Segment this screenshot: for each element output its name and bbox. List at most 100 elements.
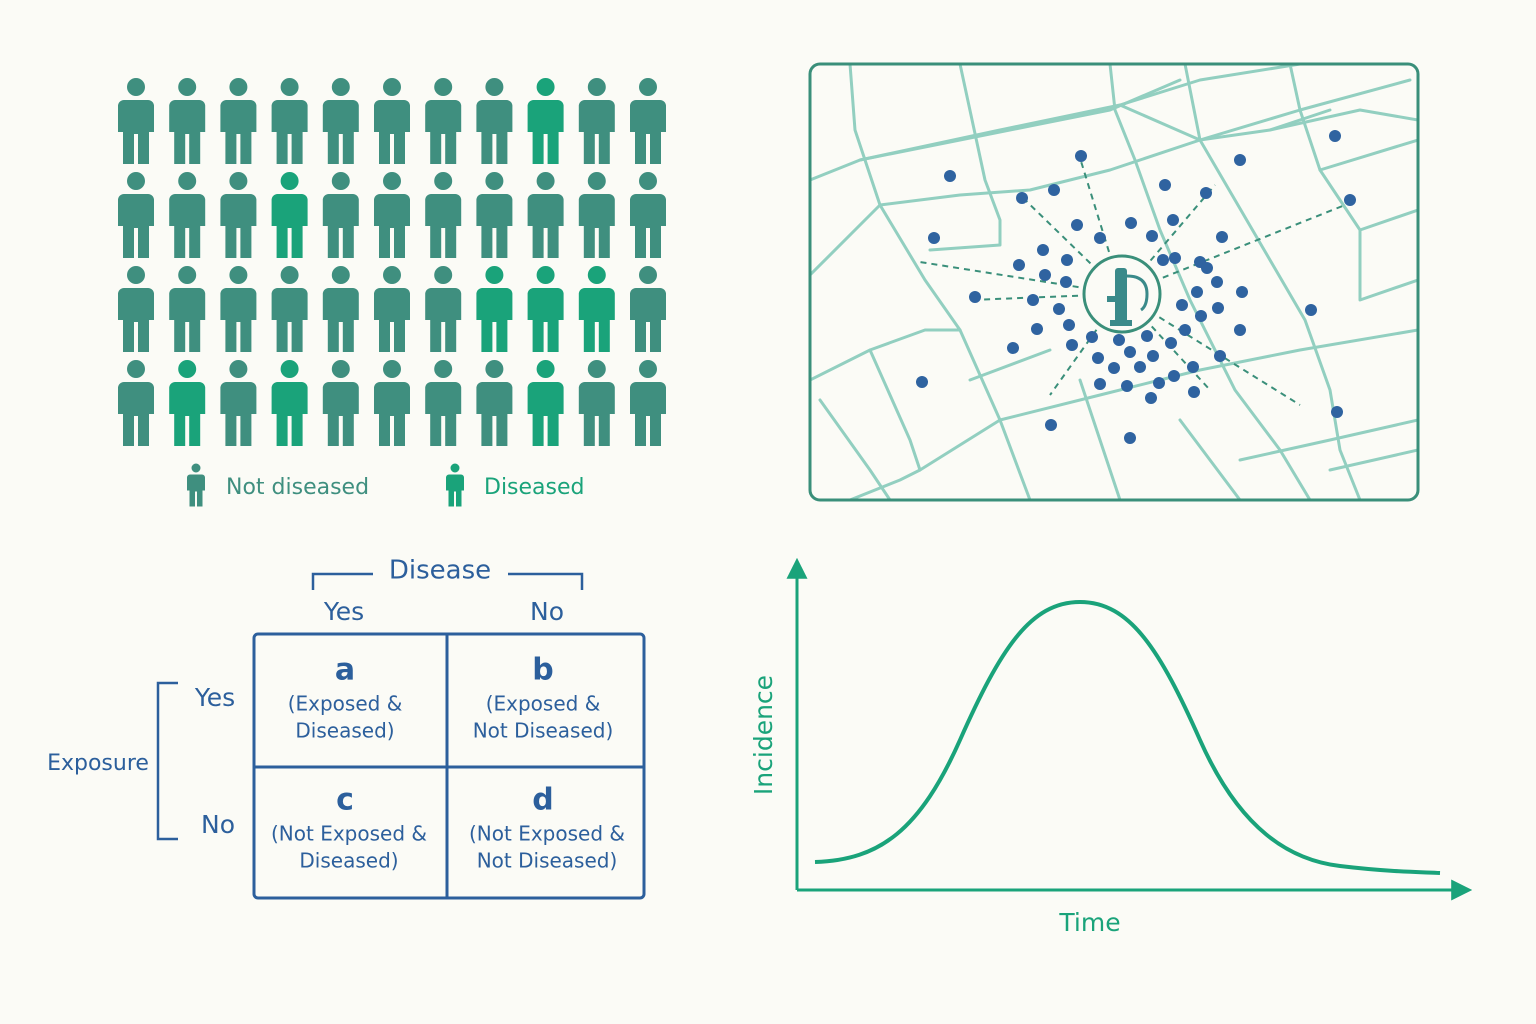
case-dot bbox=[1094, 378, 1106, 390]
case-dot bbox=[1108, 362, 1120, 374]
case-dot bbox=[1147, 350, 1159, 362]
case-dot bbox=[1037, 244, 1049, 256]
case-dot bbox=[1039, 269, 1051, 281]
case-dot bbox=[1214, 350, 1226, 362]
row-label: Yes bbox=[194, 683, 235, 712]
person bbox=[169, 360, 206, 446]
case-dot bbox=[1125, 217, 1137, 229]
case-dot bbox=[1031, 323, 1043, 335]
person bbox=[527, 78, 564, 164]
case-dot bbox=[1092, 352, 1104, 364]
streets bbox=[810, 64, 1418, 500]
bracket bbox=[311, 572, 584, 590]
case-dot bbox=[1146, 230, 1158, 242]
column-header: Disease bbox=[389, 556, 491, 586]
person bbox=[425, 172, 462, 258]
case-dot bbox=[969, 291, 981, 303]
person bbox=[578, 266, 615, 352]
bracket bbox=[156, 681, 178, 841]
person bbox=[578, 360, 615, 446]
case-dot bbox=[1179, 324, 1191, 336]
person bbox=[220, 266, 257, 352]
person bbox=[527, 360, 564, 446]
cell-letter: a bbox=[335, 653, 355, 688]
person bbox=[476, 360, 513, 446]
case-dot bbox=[1165, 337, 1177, 349]
ray bbox=[1121, 204, 1346, 295]
cell-description: (Not Exposed & bbox=[469, 822, 625, 846]
person bbox=[374, 78, 410, 164]
case-dot bbox=[1007, 342, 1019, 354]
cases bbox=[916, 130, 1356, 444]
person bbox=[220, 78, 257, 164]
case-dot bbox=[1200, 187, 1212, 199]
person bbox=[169, 266, 206, 352]
case-dot bbox=[1134, 361, 1146, 373]
person bbox=[374, 360, 410, 446]
case-dot bbox=[1329, 130, 1341, 142]
person bbox=[118, 266, 154, 352]
curve bbox=[814, 599, 1441, 875]
map-frame bbox=[808, 62, 1420, 502]
case-dot bbox=[1159, 179, 1171, 191]
population-grid bbox=[118, 78, 666, 446]
case-dot bbox=[1061, 254, 1073, 266]
x-axis-label: Time bbox=[1058, 908, 1120, 937]
case-dot bbox=[1191, 286, 1203, 298]
person bbox=[630, 78, 666, 164]
case-dot bbox=[1195, 310, 1207, 322]
legend-label: Not diseased bbox=[226, 475, 369, 500]
person bbox=[118, 172, 154, 258]
person bbox=[630, 172, 666, 258]
person bbox=[527, 266, 564, 352]
person bbox=[425, 266, 462, 352]
case-dot bbox=[1141, 330, 1153, 342]
cell-description: Diseased) bbox=[299, 849, 398, 873]
case-dot bbox=[1086, 331, 1098, 343]
case-dot bbox=[1053, 303, 1065, 315]
person bbox=[476, 266, 513, 352]
case-dot bbox=[1216, 231, 1228, 243]
person bbox=[271, 360, 308, 446]
person bbox=[271, 172, 308, 258]
person bbox=[578, 172, 615, 258]
case-dot bbox=[1063, 319, 1075, 331]
case-dot bbox=[1211, 276, 1223, 288]
person bbox=[271, 78, 308, 164]
pump-icon bbox=[1107, 268, 1149, 326]
case-dot bbox=[1187, 361, 1199, 373]
case-dot bbox=[916, 376, 928, 388]
person bbox=[322, 266, 359, 352]
case-dot bbox=[1167, 214, 1179, 226]
cell-description: Diseased) bbox=[295, 719, 394, 743]
column-label: Yes bbox=[323, 597, 364, 626]
legend-icon bbox=[187, 463, 205, 507]
case-dot bbox=[1066, 339, 1078, 351]
person bbox=[322, 78, 359, 164]
person bbox=[169, 172, 206, 258]
row-header: Exposure bbox=[47, 751, 149, 776]
person bbox=[578, 78, 615, 164]
case-dot bbox=[1048, 184, 1060, 196]
legend: Not diseased Diseased bbox=[187, 463, 585, 507]
case-dot bbox=[1153, 377, 1165, 389]
case-dot bbox=[1071, 219, 1083, 231]
case-dot bbox=[1060, 276, 1072, 288]
cell-letter: d bbox=[532, 783, 553, 818]
case-dot bbox=[1124, 432, 1136, 444]
case-dot bbox=[1305, 304, 1317, 316]
person bbox=[630, 360, 666, 446]
case-dot bbox=[1027, 294, 1039, 306]
legend-label: Diseased bbox=[484, 475, 585, 500]
epidemic-curve: Incidence Time bbox=[749, 557, 1473, 937]
cell-description: (Exposed & bbox=[486, 692, 601, 716]
row-label: No bbox=[201, 810, 235, 839]
case-dot bbox=[944, 170, 956, 182]
case-dot bbox=[1168, 370, 1180, 382]
legend-icon bbox=[446, 463, 464, 507]
case-dot bbox=[1113, 334, 1125, 346]
case-dot bbox=[1016, 192, 1028, 204]
map bbox=[808, 62, 1420, 502]
